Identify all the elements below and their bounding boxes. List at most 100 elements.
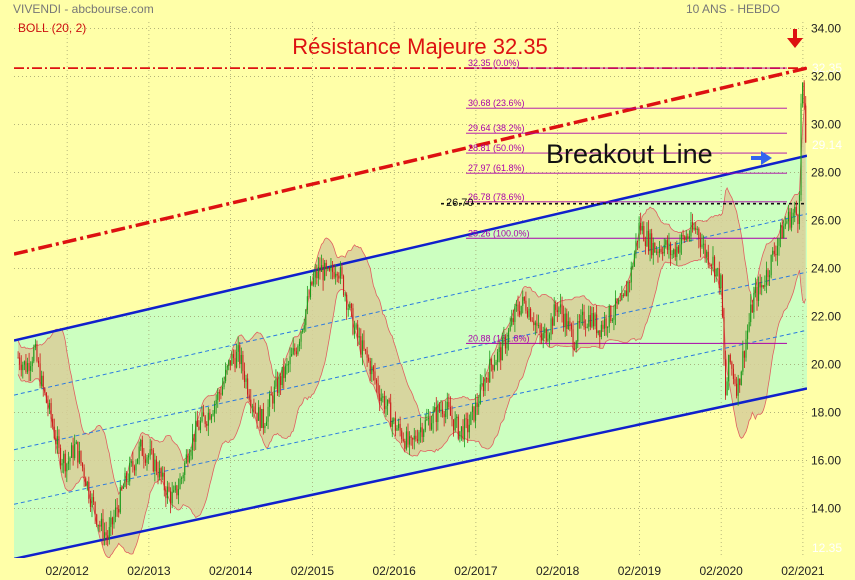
candle-body	[342, 275, 345, 296]
candle-body	[753, 292, 755, 313]
candle-body	[353, 327, 356, 335]
candle-body	[23, 361, 25, 365]
candle-body	[214, 404, 216, 414]
candle-body	[300, 331, 302, 342]
candle-body	[451, 415, 453, 420]
y-tick-label: 32.00	[811, 70, 841, 84]
candle-body	[676, 246, 678, 257]
candle-body	[533, 321, 535, 326]
candle-body	[498, 347, 500, 352]
candle-body	[33, 347, 35, 362]
candle-body	[308, 296, 310, 298]
candle-body	[20, 364, 22, 371]
candle-body	[53, 426, 55, 439]
candle-body	[572, 329, 574, 349]
candle-body	[649, 233, 651, 252]
y-tick-label: 16.00	[811, 454, 841, 468]
candle-body	[195, 420, 197, 442]
candle-body	[93, 497, 95, 503]
candle-body	[404, 441, 406, 449]
candle-body	[247, 378, 249, 395]
candle-body	[512, 318, 514, 322]
candle-body	[805, 105, 807, 143]
candle-body	[333, 272, 335, 278]
candle-body	[289, 356, 291, 365]
candle-body	[715, 268, 717, 277]
candle-body	[107, 535, 109, 539]
candle-body	[270, 393, 272, 396]
candle-body	[786, 221, 788, 224]
candle-body	[654, 242, 656, 253]
candle-body	[31, 361, 33, 367]
candle-body	[243, 371, 246, 382]
candle-body	[152, 450, 154, 472]
candle-body	[30, 366, 32, 371]
candle-body	[679, 244, 681, 253]
candle-body	[236, 351, 238, 368]
candle-body	[600, 324, 602, 338]
candle-body	[220, 393, 222, 395]
candle-body	[313, 277, 315, 285]
candle-body	[41, 375, 43, 386]
candle-body	[434, 406, 436, 412]
candle-body	[303, 325, 305, 330]
candle-body	[311, 281, 313, 285]
candle-body	[63, 453, 65, 464]
candle-body	[776, 245, 778, 256]
candle-body	[613, 315, 615, 320]
candle-body	[77, 441, 79, 463]
candle-body	[687, 236, 689, 239]
candle-body	[717, 268, 719, 270]
candle-body	[621, 295, 623, 301]
candle-body	[283, 367, 285, 379]
candle-body	[399, 423, 401, 431]
level-2670-label: 26.70	[446, 197, 474, 209]
candle-body	[508, 330, 510, 343]
candle-body	[726, 381, 728, 396]
candle-body	[113, 516, 115, 525]
candle-body	[122, 486, 124, 489]
candle-body	[506, 342, 508, 349]
candle-body	[320, 265, 323, 272]
candle-body	[765, 270, 767, 285]
candle-body	[610, 305, 612, 321]
candle-body	[802, 82, 804, 104]
candle-body	[368, 357, 370, 362]
candle-body	[432, 411, 434, 424]
breakout-arrow-icon	[751, 151, 772, 165]
candle-body	[566, 313, 568, 329]
candle-body	[443, 413, 445, 418]
x-tick-label: 02/2021	[781, 564, 825, 578]
candle-body	[482, 383, 484, 391]
candle-body	[185, 454, 187, 463]
candle-body	[72, 445, 74, 459]
x-tick-label: 02/2013	[127, 564, 171, 578]
resistance-trend-line	[14, 66, 807, 256]
candle-body	[581, 311, 584, 316]
candle-body	[58, 436, 60, 448]
candle-body	[501, 337, 503, 361]
candle-body	[99, 524, 101, 527]
candle-body	[390, 402, 392, 427]
candle-body	[442, 409, 444, 414]
candle-body	[685, 236, 687, 241]
candle-body	[673, 249, 675, 255]
channel-inner-line	[14, 271, 807, 451]
price-badge-label: 29.14	[812, 138, 842, 152]
candle-body	[226, 365, 228, 370]
candle-body	[374, 371, 376, 381]
candle-body	[231, 354, 233, 366]
candle-body	[504, 336, 507, 349]
candle-body	[256, 412, 258, 421]
candle-body	[364, 349, 367, 351]
candle-body	[371, 366, 373, 375]
candle-body	[732, 368, 734, 379]
candle-body	[410, 436, 412, 439]
candle-body	[767, 270, 769, 278]
candle-body	[48, 403, 51, 410]
price-badge-label: 12.35	[812, 541, 842, 555]
candle-body	[778, 238, 780, 246]
candle-body	[36, 344, 38, 361]
x-tick-label: 02/2018	[536, 564, 580, 578]
candle-body	[341, 267, 343, 276]
